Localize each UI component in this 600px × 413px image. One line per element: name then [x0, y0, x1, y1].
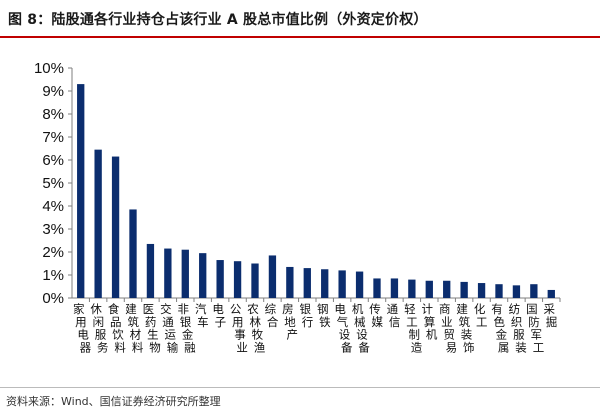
- x-tick-label: 轻工制造: [404, 302, 423, 354]
- x-tick-label: 建筑材料: [125, 302, 144, 354]
- bar: [251, 263, 259, 298]
- y-tick-label: 7%: [42, 129, 64, 146]
- bar: [495, 284, 503, 298]
- x-tick-label: 纺织服装: [509, 302, 528, 354]
- x-tick-label: 非银金融: [178, 302, 197, 354]
- y-tick-label: 1%: [42, 267, 64, 284]
- bar: [181, 249, 189, 298]
- y-tick-label: 5%: [42, 175, 64, 192]
- bar: [425, 280, 433, 298]
- y-tick-label: 8%: [42, 106, 64, 123]
- bar: [268, 255, 277, 298]
- y-tick-label: 6%: [42, 152, 64, 169]
- x-tick-label: 银行: [300, 302, 314, 329]
- x-tick-label: 医药生物: [143, 302, 161, 354]
- x-tick-label: 农林牧渔: [247, 302, 265, 354]
- bar: [512, 285, 521, 298]
- bar: [286, 266, 294, 298]
- bar: [146, 243, 155, 298]
- bar: [129, 209, 137, 298]
- bar: [390, 278, 399, 298]
- x-tick-label: 食品饮料: [108, 302, 127, 354]
- y-tick-label: 0%: [42, 290, 64, 307]
- bar: [547, 289, 555, 298]
- x-tick-label: 汽车: [195, 302, 209, 329]
- bar: [373, 278, 381, 298]
- x-tick-label: 传媒: [369, 302, 383, 329]
- bar: [216, 260, 224, 298]
- x-tick-label: 国防军工: [526, 302, 544, 354]
- bar: [111, 156, 120, 298]
- x-tick-label: 商业贸易: [439, 302, 457, 354]
- x-tick-label: 综合: [265, 302, 279, 329]
- y-tick-label: 2%: [42, 244, 64, 261]
- footer-divider: [0, 387, 600, 388]
- x-tick-label: 电子: [212, 302, 226, 329]
- x-tick-label: 公用事业: [230, 302, 248, 354]
- title-bar: 图 8：陆股通各行业持仓占该行业 A 股总市值比例（外资定价权）: [0, 0, 600, 36]
- y-tick-label: 9%: [42, 83, 64, 100]
- bar: [321, 269, 329, 298]
- bar: [408, 279, 416, 298]
- bar: [164, 248, 172, 298]
- bar: [443, 280, 451, 298]
- y-tick-label: 3%: [42, 221, 64, 238]
- x-tick-label: 休闲服务: [90, 302, 109, 354]
- x-tick-label: 机械设备: [352, 302, 371, 354]
- bar: [77, 84, 85, 298]
- x-tick-label: 采掘: [544, 302, 558, 329]
- source-note: 资料来源：Wind、国信证券经济研究所整理: [6, 395, 221, 408]
- x-tick-label: 化工: [474, 302, 488, 329]
- x-tick-label: 电气设备: [334, 302, 353, 354]
- x-tick-label: 房地产: [282, 302, 298, 342]
- x-tick-label: 钢铁: [317, 302, 331, 329]
- x-tick-label: 家用电器: [73, 302, 92, 354]
- x-tick-label: 建筑装饰: [456, 302, 474, 354]
- page-title: 图 8：陆股通各行业持仓占该行业 A 股总市值比例（外资定价权）: [8, 12, 428, 28]
- bar: [477, 283, 486, 298]
- y-tick-label: 4%: [42, 198, 64, 215]
- bar: [355, 271, 364, 298]
- bar: [94, 149, 102, 298]
- bar: [303, 268, 311, 298]
- bar: [460, 281, 468, 298]
- x-tick-label: 计算机: [422, 302, 438, 342]
- x-tick-label: 交通运输: [160, 302, 179, 354]
- x-tick-label: 有色金属: [491, 302, 509, 354]
- x-tick-label: 通信: [387, 302, 401, 329]
- y-tick-label: 10%: [34, 60, 64, 77]
- bar: [338, 270, 346, 298]
- bar: [233, 261, 242, 298]
- bar: [199, 253, 207, 298]
- title-divider: [0, 36, 600, 38]
- bar: [530, 284, 538, 298]
